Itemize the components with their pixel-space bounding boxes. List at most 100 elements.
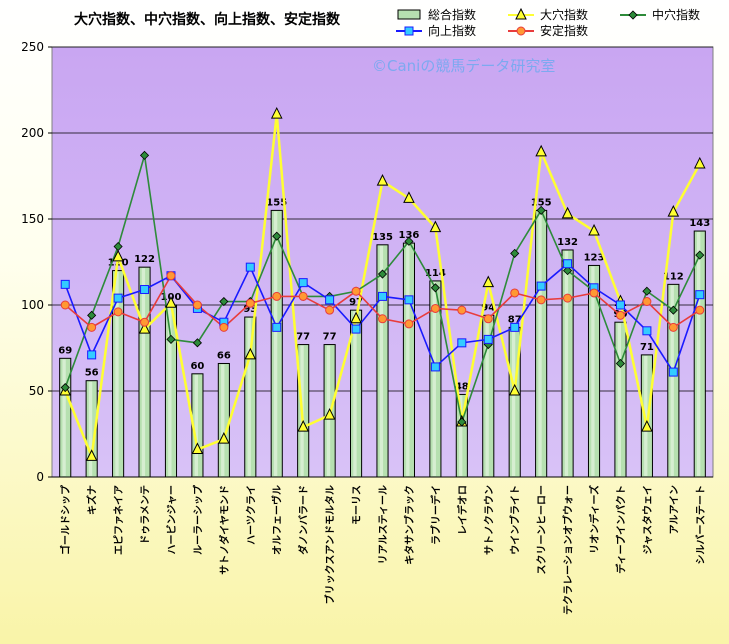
series-point — [404, 236, 414, 246]
series-point — [191, 442, 204, 454]
series-point — [351, 324, 361, 334]
legend-item: 向上指数 — [396, 23, 476, 38]
bar-data-label: 136 — [399, 230, 420, 241]
series-point — [219, 322, 229, 332]
series-point — [325, 295, 335, 305]
series-point — [272, 322, 282, 332]
series-point — [563, 293, 573, 303]
series-point — [113, 293, 123, 303]
bar-highlight — [670, 285, 674, 476]
bar-highlight — [141, 268, 146, 476]
series-point — [245, 262, 255, 272]
bar-highlight — [115, 271, 119, 476]
x-tick-label: ルーラーシップ — [191, 484, 204, 555]
x-tick-label: サトノダイヤモンド — [218, 485, 231, 575]
bar-highlight — [221, 364, 225, 476]
series-point — [192, 338, 202, 348]
series-point — [430, 362, 440, 372]
y-tick-label: 50 — [29, 384, 44, 398]
series-point — [140, 317, 150, 327]
series-point — [563, 266, 573, 276]
series-point — [377, 269, 388, 279]
legend-item: 大穴指数 — [508, 7, 588, 22]
bar-data-label: 143 — [689, 218, 710, 229]
x-tick-label: ハーツクライ — [245, 485, 257, 545]
bar-data-label: 122 — [134, 254, 155, 265]
series-point — [87, 310, 97, 320]
bar-highlight — [62, 359, 66, 476]
bar-data-label: 87 — [508, 314, 522, 325]
series-point — [297, 420, 309, 432]
series-point — [668, 305, 678, 315]
x-tick-label: ウインブライト — [509, 485, 522, 555]
bar-highlight — [88, 381, 93, 476]
series-point — [430, 283, 440, 293]
series-point — [140, 285, 150, 295]
series-point — [536, 281, 546, 291]
bar-highlight — [591, 266, 595, 476]
series-point — [536, 205, 546, 215]
x-tick-label: レイデオロ — [456, 485, 469, 535]
series-point — [668, 367, 678, 377]
x-tick-label: ジャスタウェイ — [642, 485, 654, 555]
series-point — [668, 322, 678, 332]
series-point — [298, 291, 308, 301]
bar-data-label: 114 — [425, 268, 446, 279]
series-point — [113, 241, 123, 252]
x-tick-label: モーリス — [351, 485, 363, 525]
bar-data-label: 48 — [455, 381, 469, 392]
bar-data-label: 71 — [640, 342, 654, 353]
series-point — [483, 314, 493, 324]
series-point — [85, 449, 98, 461]
legend-label: 向上指数 — [428, 23, 476, 38]
bar-data-label: 69 — [58, 345, 72, 356]
series-point — [642, 326, 652, 336]
series-point — [563, 259, 573, 269]
legend-marker — [404, 26, 414, 36]
series-point — [589, 288, 599, 298]
bar-highlight — [194, 374, 198, 476]
series-point — [561, 206, 574, 219]
series-point — [695, 305, 705, 315]
bar-data-label: 97 — [349, 297, 363, 308]
bar-data-label: 77 — [296, 332, 310, 343]
bar-highlight — [273, 211, 278, 476]
series-point — [536, 295, 546, 305]
legend-marker — [515, 7, 527, 20]
bar-data-label: 132 — [557, 237, 578, 248]
bar-highlight — [511, 328, 516, 476]
series-point — [403, 191, 415, 203]
legend-item: 総合指数 — [397, 7, 476, 22]
series-point — [60, 382, 70, 393]
series-point — [457, 417, 467, 427]
series-point — [695, 290, 705, 300]
y-tick-label: 250 — [21, 40, 44, 54]
legend-item: 安定指数 — [508, 23, 588, 38]
x-tick-label: スクリーンヒーロー — [536, 485, 548, 575]
x-tick-label: ハービンジャー — [165, 485, 178, 555]
series-point — [404, 319, 414, 329]
bar-highlight — [538, 211, 542, 476]
series-point — [510, 288, 520, 298]
bar-data-label: 112 — [663, 271, 684, 282]
series-point — [113, 307, 123, 317]
y-tick-label: 0 — [36, 470, 44, 484]
series-point — [615, 300, 625, 310]
series-point — [87, 350, 97, 360]
chart-title: 大穴指数、中穴指数、向上指数、安定指数 — [74, 11, 341, 28]
series-point — [641, 420, 653, 432]
series-point — [139, 150, 150, 160]
series-point — [112, 249, 124, 262]
series-point — [482, 275, 495, 288]
bar-highlight — [697, 232, 701, 476]
series-point — [192, 300, 202, 310]
series-point — [165, 296, 177, 308]
x-tick-label: ゴールドシップ — [59, 484, 72, 555]
legend-marker — [516, 26, 526, 36]
y-tick-label: 200 — [21, 126, 44, 140]
x-tick-label: リアルスティール — [378, 485, 390, 564]
series-point — [218, 432, 230, 444]
series-point — [457, 338, 467, 348]
x-tick-label: ラブリーデイ — [429, 485, 442, 545]
